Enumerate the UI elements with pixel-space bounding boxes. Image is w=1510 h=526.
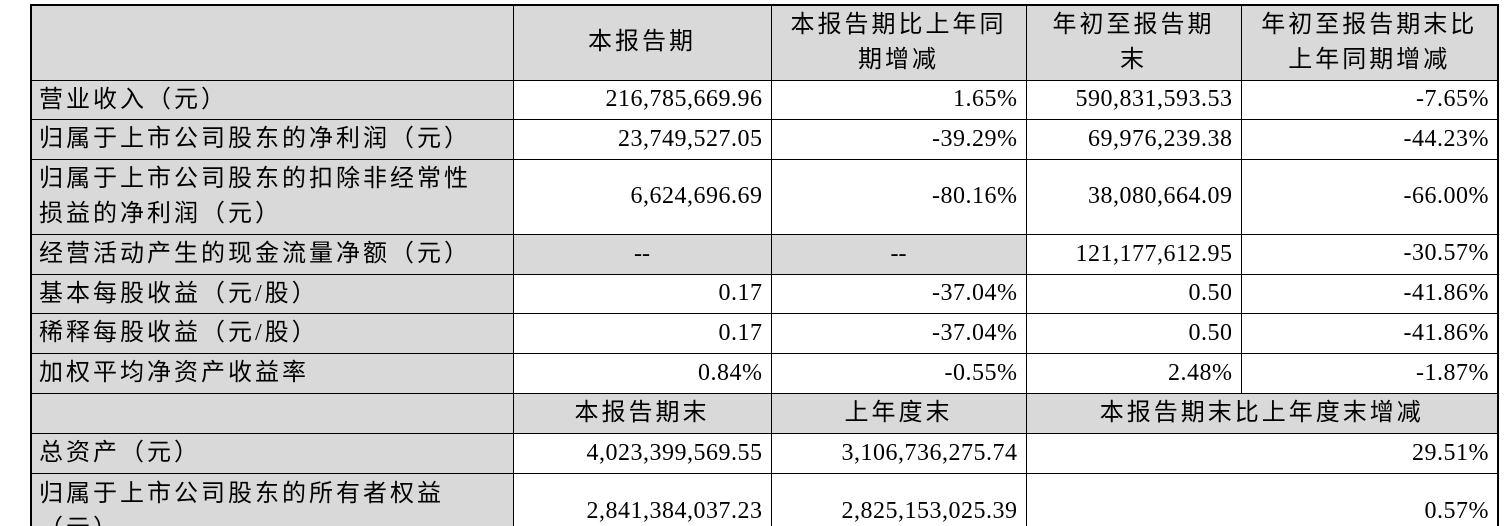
value-ytd: 590,831,593.53	[1025, 79, 1242, 121]
value-current: 23,749,527.05	[512, 119, 772, 161]
value-ytd-yoy-change: -44.23%	[1240, 119, 1499, 161]
value-period-end: 4,023,399,569.55	[512, 432, 772, 474]
value-ytd-yoy-change: -1.87%	[1240, 353, 1499, 394]
value-yoy-change: -37.04%	[770, 313, 1027, 355]
value-change: 29.51%	[1025, 432, 1499, 474]
header-cell-current-period: 本报告期	[512, 4, 772, 81]
row-label: 归属于上市公司股东的扣除非经常性 损益的净利润（元）	[30, 159, 514, 235]
value-ytd: 2.48%	[1025, 353, 1242, 394]
value-ytd-yoy-change: -41.86%	[1240, 273, 1499, 315]
value-ytd: 0.50	[1025, 313, 1242, 355]
value-ytd-yoy-change: -66.00%	[1240, 159, 1499, 235]
row-label: 营业收入（元）	[30, 79, 514, 121]
value-period-end: 2,841,384,037.23	[512, 472, 772, 526]
table-row-diluted-eps: 稀释每股收益（元/股） 0.17 -37.04% 0.50 -41.86%	[30, 313, 1499, 355]
table-row-operating-cash-flow: 经营活动产生的现金流量净额（元） -- -- 121,177,612.95 -3…	[30, 233, 1499, 275]
row-label: 归属于上市公司股东的所有者权益 （元）	[30, 472, 514, 526]
value-yoy-change: 1.65%	[770, 79, 1027, 121]
table-row-equity-attributable: 归属于上市公司股东的所有者权益 （元） 2,841,384,037.23 2,8…	[30, 472, 1499, 526]
row-label: 归属于上市公司股东的净利润（元）	[30, 119, 514, 161]
header-cell-ytd: 年初至报告期 末	[1025, 4, 1242, 81]
table-row-weighted-avg-roe: 加权平均净资产收益率 0.84% -0.55% 2.48% -1.87%	[30, 353, 1499, 394]
subheader-cell-blank	[30, 392, 514, 434]
value-ytd-yoy-change: -30.57%	[1240, 233, 1499, 275]
value-prev-year-end: 2,825,153,025.39	[770, 472, 1027, 526]
value-current-na: --	[512, 233, 772, 275]
value-yoy-change: -37.04%	[770, 273, 1027, 315]
subheader-cell-period-end: 本报告期末	[512, 392, 772, 434]
value-yoy-change: -80.16%	[770, 159, 1027, 235]
table-row-basic-eps: 基本每股收益（元/股） 0.17 -37.04% 0.50 -41.86%	[30, 273, 1499, 315]
table-row-revenue: 营业收入（元） 216,785,669.96 1.65% 590,831,593…	[30, 79, 1499, 121]
subheader-cell-prev-year-end: 上年度末	[770, 392, 1027, 434]
value-current: 216,785,669.96	[512, 79, 772, 121]
value-change: 0.57%	[1025, 472, 1499, 526]
row-label: 总资产（元）	[30, 432, 514, 474]
value-ytd-yoy-change: -7.65%	[1240, 79, 1499, 121]
value-yoy-change: -0.55%	[770, 353, 1027, 394]
header-cell-yoy-change: 本报告期比上年同 期增减	[770, 4, 1027, 81]
header-cell-blank	[30, 4, 514, 81]
row-label: 稀释每股收益（元/股）	[30, 313, 514, 355]
value-current: 0.17	[512, 273, 772, 315]
value-yoy-change-na: --	[770, 233, 1027, 275]
value-ytd: 0.50	[1025, 273, 1242, 315]
row-label: 基本每股收益（元/股）	[30, 273, 514, 315]
value-ytd-yoy-change: -41.86%	[1240, 313, 1499, 355]
value-ytd: 38,080,664.09	[1025, 159, 1242, 235]
value-current: 0.84%	[512, 353, 772, 394]
value-current: 0.17	[512, 313, 772, 355]
value-yoy-change: -39.29%	[770, 119, 1027, 161]
table-row-net-profit: 归属于上市公司股东的净利润（元） 23,749,527.05 -39.29% 6…	[30, 119, 1499, 161]
value-ytd: 121,177,612.95	[1025, 233, 1242, 275]
header-cell-ytd-yoy-change: 年初至报告期末比 上年同期增减	[1240, 4, 1499, 81]
value-current: 6,624,696.69	[512, 159, 772, 235]
value-prev-year-end: 3,106,736,275.74	[770, 432, 1027, 474]
row-label: 经营活动产生的现金流量净额（元）	[30, 233, 514, 275]
table-row-total-assets: 总资产（元） 4,023,399,569.55 3,106,736,275.74…	[30, 432, 1499, 474]
value-ytd: 69,976,239.38	[1025, 119, 1242, 161]
header-row: 本报告期 本报告期比上年同 期增减 年初至报告期 末 年初至报告期末比 上年同期…	[30, 4, 1499, 81]
table-row-net-profit-excl-nonrecurring: 归属于上市公司股东的扣除非经常性 损益的净利润（元） 6,624,696.69 …	[30, 159, 1499, 235]
subheader-row: 本报告期末 上年度末 本报告期末比上年度末增减	[30, 392, 1499, 434]
row-label: 加权平均净资产收益率	[30, 353, 514, 394]
financial-summary-table: 本报告期 本报告期比上年同 期增减 年初至报告期 末 年初至报告期末比 上年同期…	[30, 4, 1499, 526]
subheader-cell-change-vs-prev-year-end: 本报告期末比上年度末增减	[1025, 392, 1499, 434]
